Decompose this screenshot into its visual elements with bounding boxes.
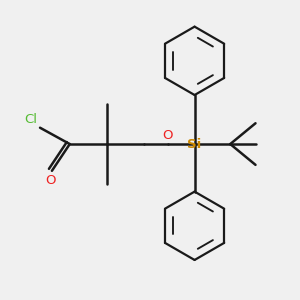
Text: O: O (163, 129, 173, 142)
Text: O: O (45, 174, 56, 187)
Text: Si: Si (188, 138, 202, 151)
Text: Cl: Cl (25, 113, 38, 126)
